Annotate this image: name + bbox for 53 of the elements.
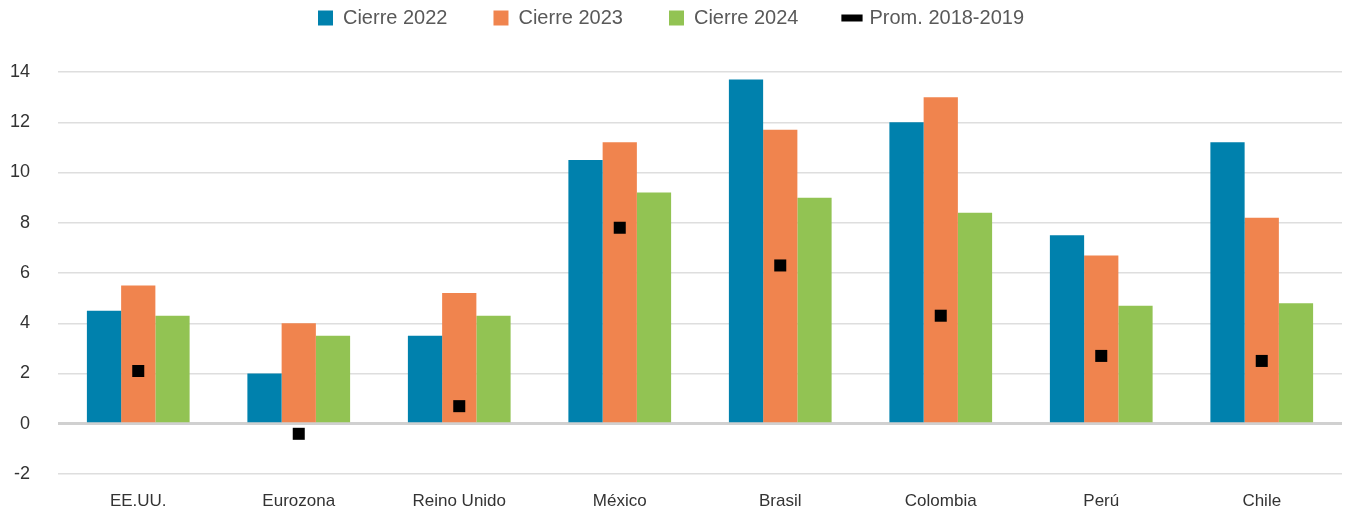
y-tick-label: 12 xyxy=(9,111,30,132)
bar xyxy=(602,142,637,423)
x-tick-label: Perú xyxy=(1083,490,1120,510)
bar xyxy=(476,315,511,423)
x-tick-label: Brasil xyxy=(758,490,802,510)
x-tick-label: Colombia xyxy=(904,490,978,510)
y-tick-label: 6 xyxy=(19,261,30,282)
legend-label: Cierre 2022 xyxy=(342,5,448,28)
bar xyxy=(121,285,156,423)
bar xyxy=(281,323,316,423)
x-tick-label: EE.UU. xyxy=(109,490,167,510)
y-tick-label: 14 xyxy=(9,60,30,81)
y-tick-label: 8 xyxy=(19,211,30,232)
bar xyxy=(889,122,924,423)
bar xyxy=(315,335,351,423)
bar xyxy=(442,293,477,423)
point xyxy=(934,309,947,322)
x-tick-label: Chile xyxy=(1242,490,1282,510)
point xyxy=(453,400,466,413)
point xyxy=(132,364,145,377)
x-tick-label: Eurozona xyxy=(262,490,336,510)
x-tick-label: México xyxy=(592,490,647,510)
legend-label: Cierre 2024 xyxy=(693,5,799,28)
bar xyxy=(1049,235,1085,423)
bar xyxy=(1244,217,1279,423)
point xyxy=(613,221,626,234)
point xyxy=(774,259,787,272)
bar xyxy=(1210,142,1245,423)
bar xyxy=(957,212,993,423)
point xyxy=(1255,354,1268,367)
point xyxy=(1095,349,1108,362)
bar xyxy=(247,373,282,423)
y-tick-label: -2 xyxy=(13,462,30,483)
bar xyxy=(86,310,122,423)
y-tick-label: 10 xyxy=(9,161,30,182)
y-tick-label: 2 xyxy=(19,362,30,383)
bar xyxy=(728,79,764,423)
bar xyxy=(1278,303,1314,423)
x-tick-label: Reino Unido xyxy=(412,490,507,510)
bar xyxy=(797,197,832,423)
bar xyxy=(1084,255,1119,423)
bar xyxy=(155,315,190,423)
legend-label: Cierre 2023 xyxy=(518,5,623,28)
bar xyxy=(407,335,443,423)
y-tick-label: 0 xyxy=(19,412,30,433)
bar xyxy=(1118,305,1153,423)
bar xyxy=(636,192,672,423)
point xyxy=(292,427,305,440)
bar xyxy=(923,97,958,423)
bar xyxy=(763,129,798,423)
y-tick-label: 4 xyxy=(19,312,30,333)
bar xyxy=(568,159,603,423)
legend-label: Prom. 2018-2019 xyxy=(869,5,1025,28)
